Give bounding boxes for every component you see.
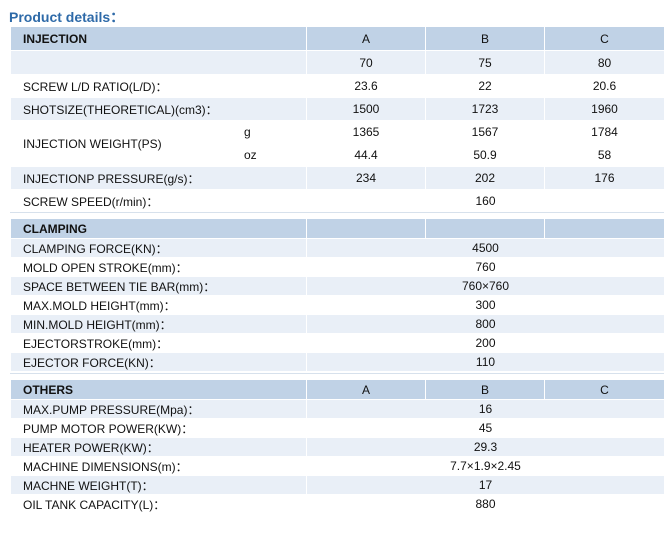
others-header: OTHERS <box>10 379 307 400</box>
table-row: MACHNE WEIGHT(T)： 17 <box>10 475 665 495</box>
table-row: MIN.MOLD HEIGHT(mm)： 800 <box>10 314 665 334</box>
table-row: SCREW SPEED(r/min)： 160 <box>9 189 665 213</box>
table-row: INJECTIONP PRESSURE(g/s)： 234 202 176 <box>9 166 665 190</box>
row-label: SPACE BETWEEN TIE BAR(mm)： <box>10 276 307 296</box>
table-row: SCREW L/D RATIO(L/D)： 23.6 22 20.6 <box>9 74 665 98</box>
row-label: HEATER POWER(KW)： <box>10 437 307 457</box>
row-label: PUMP MOTOR POWER(KW)： <box>10 418 307 438</box>
table-cell: 760 <box>306 257 665 277</box>
row-label: EJECTORSTROKE(mm)： <box>10 333 307 353</box>
page-title: Product details： <box>9 9 125 25</box>
table-cell: 300 <box>306 295 665 315</box>
table-cell: 20.6 <box>544 74 665 98</box>
row-label: MIN.MOLD HEIGHT(mm)： <box>10 314 307 334</box>
clamping-header: CLAMPING <box>10 218 307 239</box>
table-cell: 70 <box>306 50 427 75</box>
table-cell: 17 <box>306 475 665 495</box>
others-header-row: OTHERS A B C <box>10 379 665 400</box>
table-row: EJECTOR FORCE(KN)： 110 <box>10 352 665 372</box>
screw-diameter-row: 70 75 80 <box>9 50 665 75</box>
table-cell: 1500 <box>306 97 427 121</box>
table-cell: 1365 <box>306 120 427 144</box>
table-row: MOLD OPEN STROKE(mm)： 760 <box>10 257 665 277</box>
table-cell: 202 <box>425 166 546 190</box>
table-row: HEATER POWER(KW)： 29.3 <box>10 437 665 457</box>
screw-diameter-label <box>9 50 308 75</box>
table-row: MAX.PUMP PRESSURE(Mpa)： 16 <box>10 399 665 419</box>
table-cell: 234 <box>306 166 427 190</box>
table-cell: 880 <box>306 494 665 514</box>
table-cell: 7.7×1.9×2.45 <box>306 456 665 476</box>
others-table: OTHERS A B C MAX.PUMP PRESSURE(Mpa)： 16 … <box>10 379 665 514</box>
row-label: CLAMPING FORCE(KN)： <box>10 238 307 258</box>
row-label: SHOTSIZE(THEORETICAL)(cm3)： <box>9 97 308 121</box>
row-label: EJECTOR FORCE(KN)： <box>10 352 307 372</box>
unit-label: oz <box>237 143 308 167</box>
unit-label: g <box>237 120 308 144</box>
table-cell: 1723 <box>425 97 546 121</box>
injection-weight-oz-row: oz 44.4 50.9 58 <box>11 143 665 167</box>
table-row: OIL TANK CAPACITY(L)： 880 <box>10 494 665 514</box>
table-row: MACHINE DIMENSIONS(m)： 7.7×1.9×2.45 <box>10 456 665 476</box>
injection-header-row: INJECTION A B C <box>9 26 665 51</box>
table-cell: 4500 <box>306 238 665 258</box>
row-label: MACHINE DIMENSIONS(m)： <box>10 456 307 476</box>
injection-weight-g-row: INJECTION WEIGHT(PS) g 1365 1567 1784 <box>10 120 665 167</box>
row-label: MOLD OPEN STROKE(mm)： <box>10 257 307 277</box>
clamping-table: CLAMPING CLAMPING FORCE(KN)： 4500 MOLD O… <box>10 218 665 372</box>
column-c-header: C <box>544 379 665 400</box>
table-cell: 1784 <box>544 120 665 144</box>
column-b-header: B <box>425 26 546 51</box>
section-divider <box>10 212 664 213</box>
table-row: SPACE BETWEEN TIE BAR(mm)： 760×760 <box>10 276 665 296</box>
table-cell: 50.9 <box>425 143 546 167</box>
table-row: EJECTORSTROKE(mm)： 200 <box>10 333 665 353</box>
row-label: MAX.PUMP PRESSURE(Mpa)： <box>10 399 307 419</box>
column-a-header: A <box>306 26 427 51</box>
table-cell: 22 <box>425 74 546 98</box>
header-cell <box>544 218 665 239</box>
section-divider <box>10 373 664 374</box>
row-label: MAX.MOLD HEIGHT(mm)： <box>10 295 307 315</box>
table-cell: 23.6 <box>306 74 427 98</box>
column-c-header: C <box>544 26 665 51</box>
row-label: SCREW SPEED(r/min)： <box>9 189 308 213</box>
table-cell: 200 <box>306 333 665 353</box>
table-cell: 760×760 <box>306 276 665 296</box>
table-cell: 110 <box>306 352 665 372</box>
table-cell: 75 <box>425 50 546 75</box>
injection-header: INJECTION <box>9 26 308 51</box>
table-cell: 1960 <box>544 97 665 121</box>
injection-weight-label: INJECTION WEIGHT(PS) <box>10 120 239 167</box>
row-label: INJECTIONP PRESSURE(g/s)： <box>9 166 308 190</box>
table-cell: 44.4 <box>306 143 427 167</box>
row-label: SCREW L/D RATIO(L/D)： <box>9 74 308 98</box>
row-label: OIL TANK CAPACITY(L)： <box>10 494 307 514</box>
table-cell: 800 <box>306 314 665 334</box>
table-cell: 1567 <box>425 120 546 144</box>
table-cell: 80 <box>544 50 665 75</box>
table-row: SHOTSIZE(THEORETICAL)(cm3)： 1500 1723 19… <box>9 97 665 121</box>
table-row: CLAMPING FORCE(KN)： 4500 <box>10 238 665 258</box>
table-cell: 16 <box>306 399 665 419</box>
header-cell <box>425 218 545 239</box>
table-cell: 45 <box>306 418 665 438</box>
table-row: PUMP MOTOR POWER(KW)： 45 <box>10 418 665 438</box>
table-cell: 29.3 <box>306 437 665 457</box>
table-cell: 58 <box>544 143 665 167</box>
column-b-header: B <box>425 379 545 400</box>
table-row: MAX.MOLD HEIGHT(mm)： 300 <box>10 295 665 315</box>
injection-table: INJECTION A B C 70 75 80 SCREW L/D RATIO… <box>9 26 665 213</box>
clamping-header-row: CLAMPING <box>10 218 665 239</box>
table-cell: 176 <box>544 166 665 190</box>
row-label: MACHNE WEIGHT(T)： <box>10 475 307 495</box>
table-cell: 160 <box>306 189 665 213</box>
header-cell <box>306 218 426 239</box>
column-a-header: A <box>306 379 426 400</box>
